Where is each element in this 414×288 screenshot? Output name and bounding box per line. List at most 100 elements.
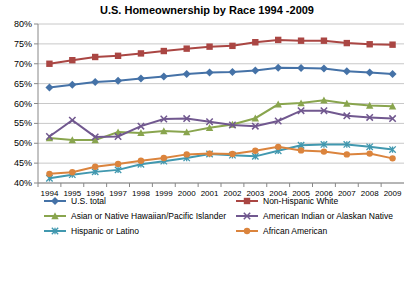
point [69,136,76,143]
point [92,134,98,140]
point [138,123,144,129]
x-tick-label: 1999 [155,189,173,198]
x-tick [381,183,382,187]
point [137,129,144,136]
x-tick [129,183,130,187]
point [206,150,212,156]
legend-marker [51,197,59,205]
grid-line [38,24,404,25]
tick [34,83,38,84]
x-tick [175,183,176,187]
point [115,167,121,173]
x-tick [289,183,290,187]
point [138,158,144,164]
point [252,148,258,154]
point [160,72,168,80]
x-tick [243,183,244,187]
point [46,61,52,67]
point [389,155,395,161]
legend-label: Asian or Native Hawaiian/Pacific Islande… [71,211,226,221]
point [344,40,350,46]
tick [34,43,38,44]
point [252,153,258,159]
chart: U.S. Homeownership by Race 1994 -2009 40%… [0,0,414,288]
point [343,100,350,107]
series-line [49,111,392,137]
point [366,41,372,47]
point [206,43,212,49]
point [389,115,395,121]
y-tick-label: 45% [14,158,32,168]
x-tick [312,183,313,187]
point [229,151,235,157]
legend-label: U.S. total [71,196,106,206]
point [320,97,327,104]
tick [34,103,38,104]
x-tick [83,183,84,187]
x-tick-label: 2002 [224,189,242,198]
y-axis [38,24,39,183]
point [321,107,327,113]
point [115,133,121,139]
x-tick-label: 1994 [41,189,59,198]
point [183,151,189,157]
x-tick-label: 2003 [246,189,264,198]
point [138,50,144,56]
point [252,39,258,45]
point [320,65,328,73]
point [252,123,258,129]
point [298,147,304,153]
x-tick [358,183,359,187]
series-line [49,147,392,174]
plot-area [45,37,396,182]
legend-label: Hispanic or Latino [71,226,139,236]
x-tick [38,183,39,187]
point [366,114,372,120]
point [274,64,282,72]
point [298,37,304,43]
point [297,64,305,72]
point [92,54,98,60]
legend-label: African American [263,226,328,236]
point [92,164,98,170]
point [183,128,190,135]
y-tick-label: 40% [14,178,32,188]
legend-marker [52,228,58,234]
y-tick-label: 55% [14,118,32,128]
x-tick-label: 2000 [178,189,196,198]
point [366,144,372,150]
point [161,48,167,54]
x-tick-label: 1998 [132,189,150,198]
point [389,70,397,78]
point [275,144,281,150]
legend-label: Non-Hispanic White [263,196,338,206]
series-line [49,100,392,140]
legend-marker [244,198,250,204]
point [389,41,395,47]
point [344,113,350,119]
point [161,116,167,122]
point [69,57,75,63]
x-tick [198,183,199,187]
point [68,81,76,89]
point [251,67,259,75]
point [275,37,281,43]
legend: U.S. total Non-Hispanic White Asian or Nat… [44,196,393,236]
tick [34,63,38,64]
tick [34,24,38,25]
grid-line [38,63,404,64]
x-tick-label: 1997 [109,189,127,198]
point [366,68,374,76]
point [183,45,189,51]
legend-marker [51,212,58,219]
title: U.S. Homeownership by Race 1994 -2009 [100,4,314,16]
x-tick [335,183,336,187]
x-tick-label: 2001 [201,189,219,198]
point [137,74,145,82]
point [183,70,191,78]
x-tick-label: 2009 [384,189,402,198]
tick [34,143,38,144]
grid-line [38,163,404,164]
point [343,67,351,75]
x-tick [266,183,267,187]
